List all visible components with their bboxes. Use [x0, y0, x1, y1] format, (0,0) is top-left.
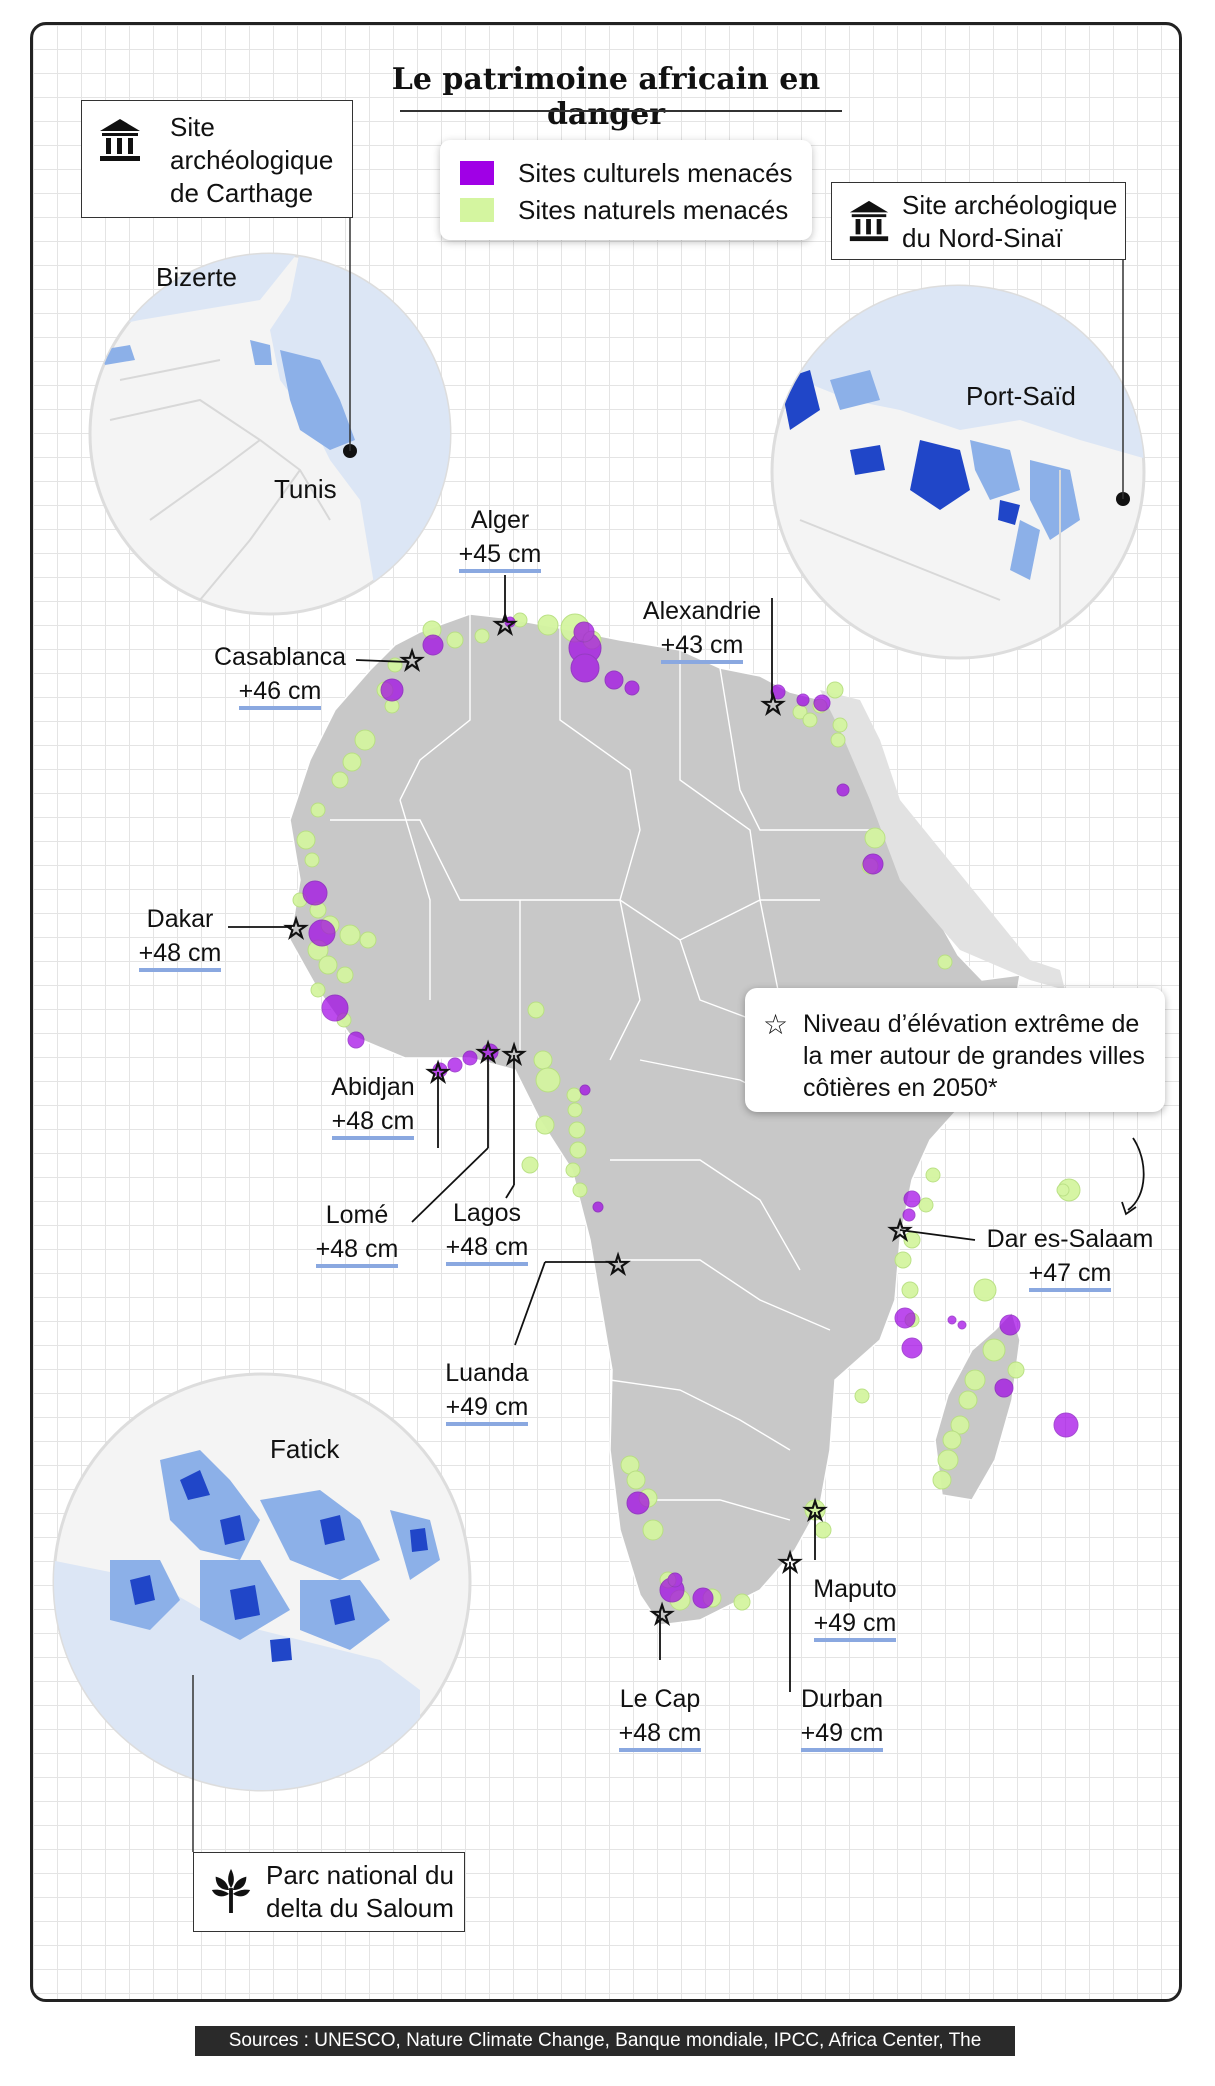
- inset-portsaid-map: [772, 286, 1144, 658]
- city-dakar: Dakar +48 cm: [130, 902, 230, 972]
- star-durban: ☆: [777, 1546, 802, 1579]
- city-lagos: Lagos +48 cm: [432, 1196, 542, 1266]
- star-alger: ☆: [492, 608, 517, 641]
- cultural-sites: [302, 616, 1079, 1609]
- callout-carthage: Site archéologique de Carthage: [81, 100, 353, 218]
- city-durban: Durban +49 cm: [787, 1682, 897, 1752]
- star-le-cap: ☆: [649, 1598, 674, 1631]
- label-fatick: Fatick: [270, 1434, 340, 1464]
- leader-lines: [228, 575, 976, 1692]
- museum-icon: [849, 200, 889, 242]
- legend: Sites culturels menacés Sites naturels m…: [440, 140, 812, 240]
- star-luanda: ☆: [605, 1248, 630, 1281]
- star-lagos: ☆: [501, 1038, 526, 1071]
- inset-carthage-map: [90, 254, 450, 614]
- city-alger: Alger +45 cm: [440, 503, 560, 573]
- title-underline: [400, 110, 842, 112]
- museum-icon: [100, 119, 140, 161]
- tree-icon: [211, 1868, 251, 1913]
- legend-natural: Sites naturels menacés: [460, 195, 788, 226]
- star-maputo: ☆: [802, 1494, 827, 1527]
- star-alexandrie: ☆: [760, 688, 785, 721]
- city-lome: Lomé +48 cm: [302, 1198, 412, 1268]
- natural-sites: [292, 612, 1081, 1611]
- callout-sinai: Site archéologique du Nord-Sinaï: [831, 182, 1126, 260]
- inset-fatick-map: [54, 1450, 440, 1790]
- city-dar-es-salaam: Dar es-Salaam +47 cm: [975, 1222, 1165, 1292]
- sources-footer: Sources : UNESCO, Nature Climate Change,…: [195, 2026, 1015, 2081]
- natural-swatch: [460, 198, 494, 222]
- star-lome: ☆: [475, 1036, 500, 1069]
- city-le-cap: Le Cap +48 cm: [605, 1682, 715, 1752]
- callout-saloum: Parc national du delta du Saloum: [193, 1852, 465, 1932]
- star-casablanca: ☆: [399, 644, 424, 677]
- legend-cultural: Sites culturels menacés: [460, 158, 793, 189]
- city-luanda: Luanda +49 cm: [432, 1356, 542, 1426]
- star-abidjan: ☆: [425, 1056, 450, 1089]
- cultural-swatch: [460, 161, 494, 185]
- star-dar-es-salaam: ☆: [887, 1214, 912, 1247]
- label-port-said: Port-Saïd: [966, 381, 1076, 411]
- star-legend: ☆ Niveau d’élévation extrême de la mer a…: [745, 988, 1165, 1112]
- star-icon: ☆: [763, 1009, 789, 1040]
- city-abidjan: Abidjan +48 cm: [318, 1070, 428, 1140]
- star-dakar: ☆: [283, 912, 308, 945]
- city-maputo: Maputo +49 cm: [800, 1572, 910, 1642]
- label-tunis: Tunis: [274, 474, 337, 504]
- city-alexandrie: Alexandrie +43 cm: [632, 594, 772, 664]
- page-title: Le patrimoine africain en danger: [391, 62, 821, 132]
- label-bizerte: Bizerte: [156, 262, 237, 292]
- madagascar: [934, 1310, 1021, 1501]
- city-casablanca: Casablanca +46 cm: [210, 640, 350, 710]
